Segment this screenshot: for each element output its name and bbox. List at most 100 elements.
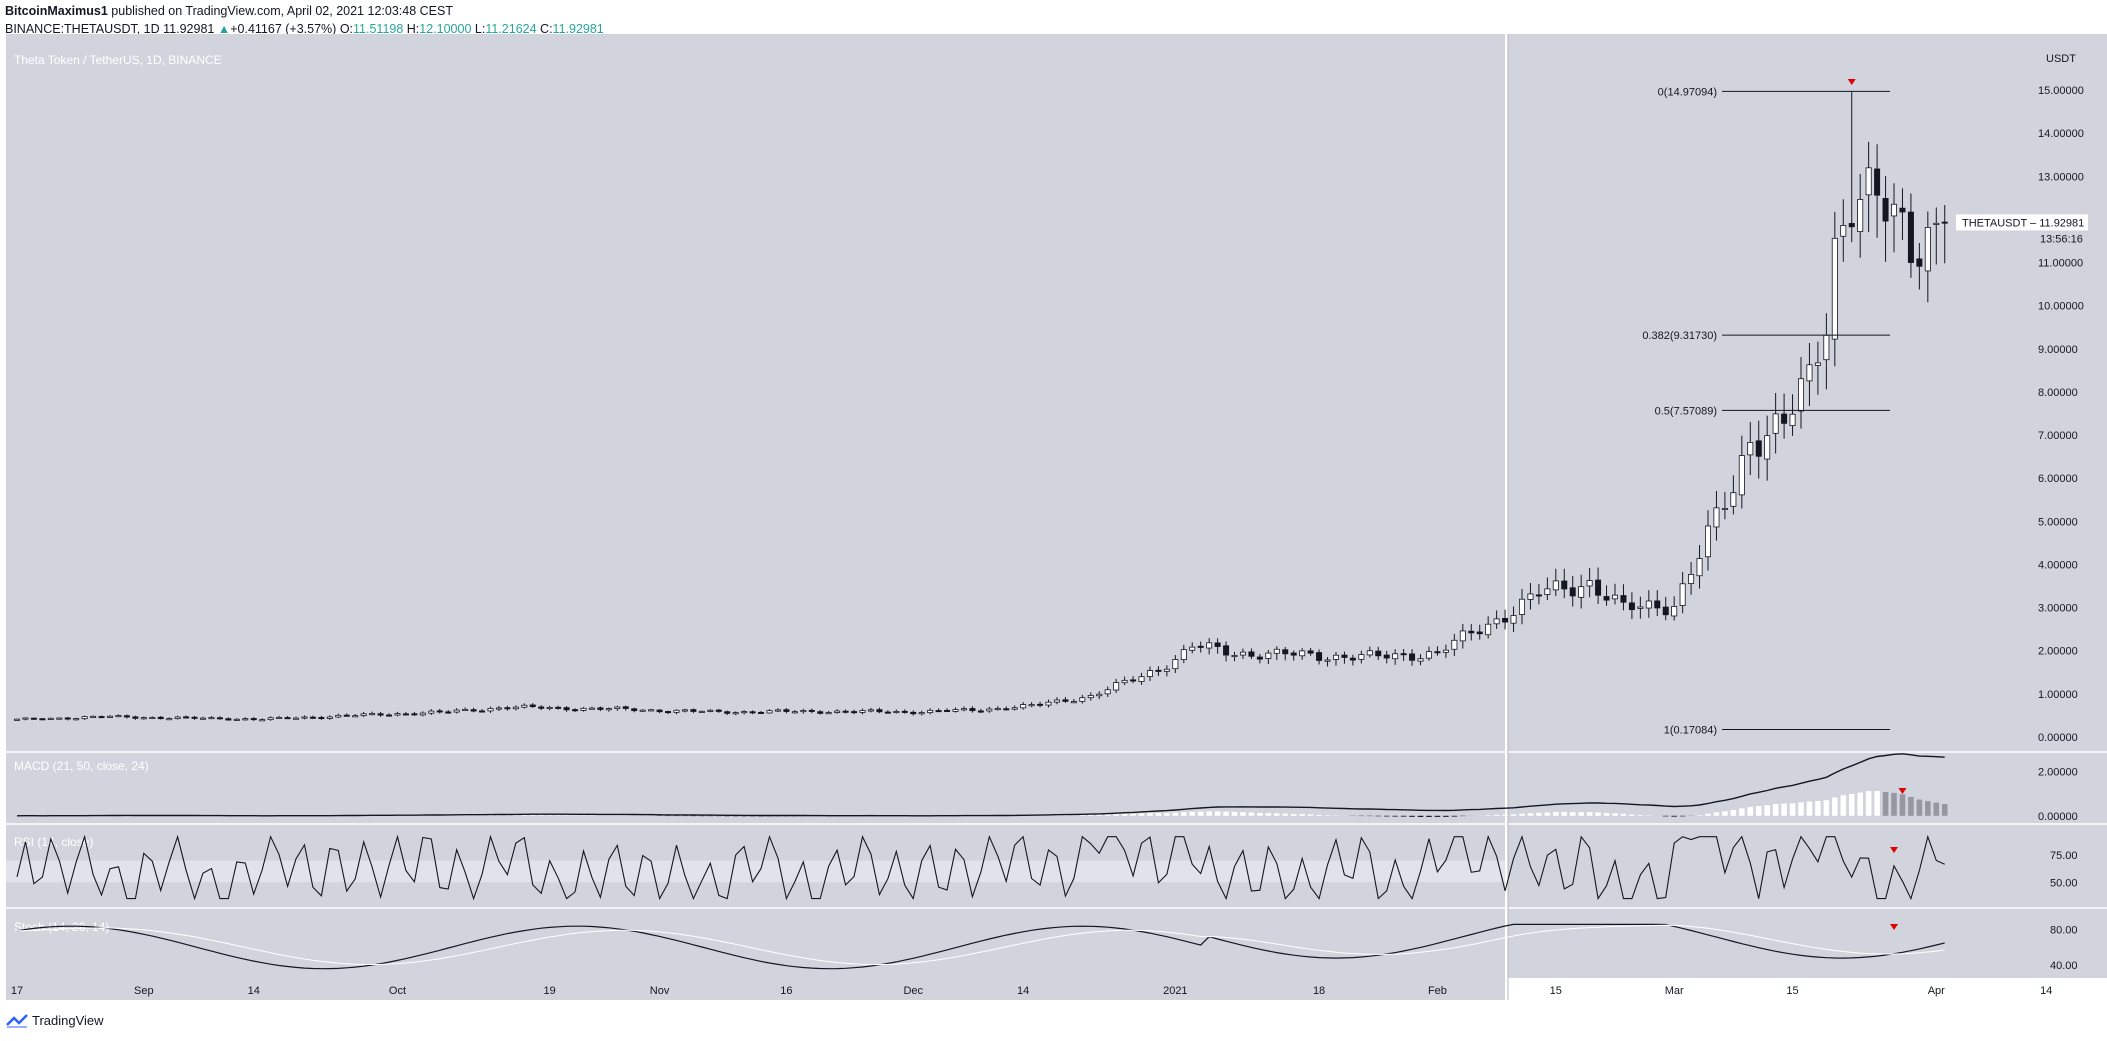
- candle-body: [1738, 455, 1745, 496]
- candle: [56, 717, 63, 720]
- candle: [901, 709, 908, 714]
- candle: [1662, 596, 1669, 621]
- candle-body: [1163, 668, 1170, 672]
- price-unit-label: USDT: [2046, 53, 2076, 65]
- candle: [1679, 571, 1686, 614]
- candle-body: [369, 713, 376, 716]
- candle-body: [969, 708, 976, 712]
- candle: [1738, 435, 1745, 509]
- candle: [707, 709, 714, 713]
- candle: [986, 706, 993, 713]
- candle: [622, 705, 629, 711]
- macd-histogram-bar: [1426, 815, 1432, 817]
- candle: [1510, 606, 1517, 632]
- macd-histogram-bar: [1739, 808, 1745, 816]
- candle: [318, 715, 325, 720]
- candle: [1037, 701, 1044, 708]
- candle-body: [1003, 708, 1010, 711]
- macd-histogram-bar: [1899, 794, 1906, 816]
- candle: [1848, 91, 1855, 243]
- candle-body: [1400, 653, 1407, 656]
- candle-body: [1011, 707, 1018, 710]
- candle-body: [648, 709, 655, 712]
- candle: [1527, 583, 1534, 610]
- current-price-box: [1956, 214, 2088, 231]
- candle-body: [1062, 699, 1069, 702]
- candle-body: [335, 714, 342, 718]
- rsi-divergence-marker-icon: [1890, 847, 1899, 853]
- candle-body: [394, 713, 401, 716]
- macd-histogram-bar: [1679, 815, 1686, 817]
- candle-body: [749, 711, 756, 714]
- candle: [597, 706, 604, 712]
- candle-body: [166, 718, 173, 721]
- time-tick-label: Apr: [1928, 985, 1945, 997]
- price-tick-label: 7.00000: [2038, 430, 2078, 442]
- candle: [233, 717, 240, 721]
- candle-body: [1781, 413, 1788, 424]
- candle: [1891, 183, 1898, 253]
- candle: [90, 715, 97, 718]
- candle: [1485, 616, 1492, 639]
- time-tick-label: Sep: [134, 985, 154, 997]
- macd-histogram-bar: [487, 815, 494, 816]
- candle: [1172, 655, 1179, 674]
- candle: [301, 715, 308, 720]
- candle: [1256, 653, 1263, 664]
- candle-body: [707, 709, 714, 712]
- price-tick-label: 3.00000: [2038, 603, 2078, 615]
- macd-histogram-bar: [1671, 815, 1677, 817]
- candle-body: [774, 709, 781, 712]
- macd-histogram-bar: [1662, 815, 1669, 817]
- candle: [766, 709, 773, 714]
- macd-histogram-bar: [1443, 815, 1449, 817]
- candle: [242, 717, 249, 721]
- candle: [639, 709, 646, 712]
- macd-histogram-bar: [513, 815, 519, 816]
- macd-histogram-bar: [1417, 815, 1424, 817]
- candle-body: [1172, 659, 1179, 670]
- candle-body: [90, 715, 97, 718]
- candle: [377, 711, 384, 717]
- candle: [665, 710, 672, 715]
- candle-body: [1037, 703, 1044, 706]
- candle: [715, 708, 722, 713]
- candle: [1290, 650, 1297, 661]
- candle: [1020, 702, 1027, 710]
- high-label: H:: [406, 22, 420, 36]
- macd-histogram-bar: [1933, 802, 1940, 816]
- candle: [1307, 647, 1314, 656]
- tradingview-brand[interactable]: TradingView: [6, 1013, 104, 1028]
- candle-body: [876, 709, 883, 713]
- candle-body: [1366, 650, 1373, 656]
- macd-histogram-bar: [1544, 812, 1551, 816]
- candle-body: [1518, 598, 1525, 615]
- candle-body: [944, 709, 951, 712]
- candle: [1104, 686, 1111, 698]
- macd-histogram-bar: [1451, 815, 1458, 817]
- macd-histogram-bar: [1299, 814, 1305, 816]
- candle-body: [631, 708, 638, 712]
- macd-histogram-bar: [1502, 814, 1508, 816]
- candle-body: [1924, 227, 1931, 272]
- candle-body: [1392, 653, 1399, 660]
- candle-body: [656, 709, 663, 713]
- price-tick-label: 1.00000: [2038, 689, 2078, 701]
- candle-body: [1628, 602, 1635, 611]
- candle: [572, 708, 579, 713]
- candle-body: [276, 716, 283, 719]
- candle-body: [411, 713, 418, 716]
- author-name[interactable]: BitcoinMaximus1: [5, 4, 108, 18]
- candle-body: [1569, 587, 1576, 597]
- candle-body: [462, 708, 469, 711]
- candle: [487, 706, 494, 713]
- candle: [1383, 650, 1390, 664]
- candle-body: [732, 712, 739, 715]
- price-chart[interactable]: 0(14.97094) 0.382(9.31730) 0.5(7.57089) 1(0…: [0, 0, 2107, 1010]
- candle-body: [30, 717, 37, 720]
- price-tick-label: 10.00000: [2038, 301, 2084, 313]
- candle-body: [1468, 630, 1475, 634]
- candle-body: [123, 715, 130, 718]
- candle-body: [1535, 594, 1542, 597]
- macd-histogram-bar: [1848, 793, 1855, 816]
